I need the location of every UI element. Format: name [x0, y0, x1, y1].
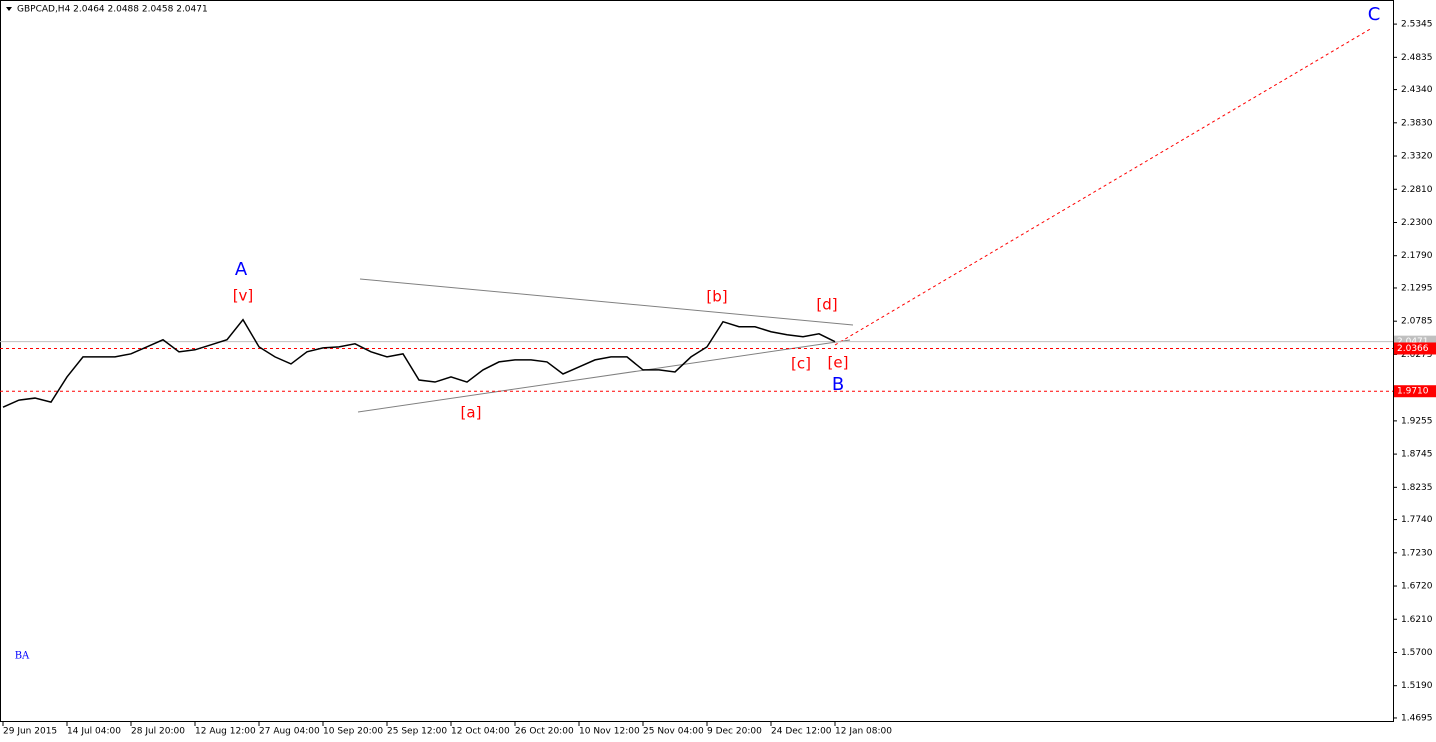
y-tick-label: 2.0275 [1401, 350, 1433, 360]
wave-label: [e] [828, 354, 849, 372]
y-tick-label: 1.5190 [1401, 681, 1433, 691]
price-line [2, 318, 836, 408]
x-tick-label: 9 Dec 20:00 [707, 727, 762, 737]
plot-frame [0, 0, 1394, 722]
wave-label: [b] [706, 288, 727, 306]
wave-label: [d] [816, 296, 837, 314]
wave-label: C [1368, 4, 1381, 25]
price-level-box [1394, 385, 1436, 398]
x-tick-label: 26 Oct 20:00 [515, 727, 574, 737]
x-tick-label: 10 Sep 20:00 [323, 727, 383, 737]
x-tick-label: 28 Jul 20:00 [131, 727, 185, 737]
x-tick-label: 14 Jul 04:00 [67, 727, 121, 737]
x-tick-label: 25 Nov 04:00 [643, 727, 704, 737]
y-tick-label: 2.5345 [1401, 20, 1433, 30]
y-tick-label: 1.8235 [1401, 483, 1433, 493]
y-tick-label: 2.4340 [1401, 85, 1433, 95]
y-tick-label: 2.2810 [1401, 185, 1433, 195]
y-tick-label: 2.3320 [1401, 152, 1433, 162]
x-tick-label: 29 Jun 2015 [3, 727, 57, 737]
y-tick-label: 2.2300 [1401, 218, 1433, 228]
x-tick-label: 12 Jan 08:00 [835, 727, 892, 737]
y-tick-label: 2.0785 [1401, 317, 1433, 327]
projection-line [834, 27, 1373, 346]
price-level-box [1394, 342, 1436, 355]
chart-title: GBPCAD,H4 2.0464 2.0488 2.0458 2.0471 [17, 5, 208, 15]
price-level-label: 2.0366 [1397, 344, 1429, 354]
wave-label: BA [15, 651, 30, 662]
menu-triangle[interactable] [6, 7, 12, 11]
trend-line [359, 278, 854, 326]
y-tick-label: 1.7230 [1401, 548, 1433, 558]
wave-label: A [235, 259, 248, 280]
trend-line [357, 339, 851, 413]
x-tick-label: 25 Sep 12:00 [387, 727, 447, 737]
wave-label: [v] [233, 287, 254, 305]
y-tick-label: 1.6720 [1401, 582, 1433, 592]
y-tick-label: 2.4835 [1401, 53, 1433, 63]
y-tick-label: 2.3830 [1401, 118, 1433, 128]
y-tick-label: 1.8745 [1401, 450, 1433, 460]
y-tick-label: 2.1295 [1401, 283, 1433, 293]
y-tick-label: 1.6210 [1401, 615, 1433, 625]
x-tick-label: 12 Aug 12:00 [195, 727, 256, 737]
x-tick-label: 27 Aug 04:00 [259, 727, 320, 737]
wave-label: [c] [791, 355, 811, 373]
x-tick-label: 12 Oct 04:00 [451, 727, 510, 737]
y-tick-label: 2.1790 [1401, 251, 1433, 261]
wave-label: B [832, 374, 844, 395]
x-tick-label: 10 Nov 12:00 [579, 727, 640, 737]
price-level-label: 1.9710 [1397, 387, 1429, 397]
wave-label: [a] [461, 404, 482, 422]
y-tick-label: 1.7740 [1401, 515, 1433, 525]
x-tick-label: 24 Dec 12:00 [771, 727, 832, 737]
price-level-label: 2.0471 [1397, 337, 1429, 347]
y-tick-label: 1.9255 [1401, 416, 1433, 426]
y-tick-label: 1.5700 [1401, 648, 1433, 658]
y-tick-label: 1.4695 [1401, 713, 1433, 723]
